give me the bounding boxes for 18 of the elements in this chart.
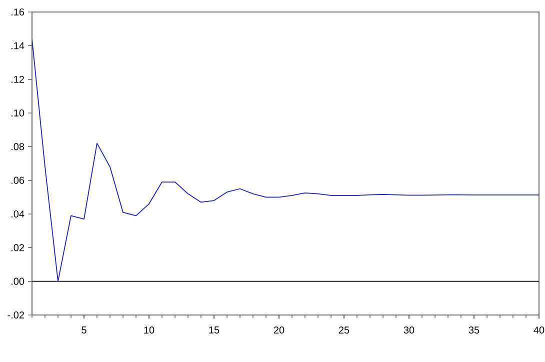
x-tick-label: 35 <box>468 326 480 334</box>
x-tick-label: 20 <box>274 326 284 334</box>
x-tick-label: 30 <box>404 326 414 334</box>
y-tick-label: .16 <box>12 8 24 16</box>
y-tick-label: .02 <box>12 244 24 252</box>
y-tick-label: .10 <box>12 109 24 117</box>
y-tick-label: .14 <box>12 42 24 50</box>
y-tick-label: .06 <box>12 176 24 184</box>
x-tick-label: 5 <box>82 326 86 334</box>
x-tick-label: 40 <box>534 326 544 334</box>
y-tick-label: -.02 <box>8 311 24 319</box>
x-tick-label: 25 <box>338 326 350 334</box>
y-tick-label: .04 <box>12 210 24 218</box>
y-tick-label: .12 <box>12 76 24 83</box>
y-tick-label: .00 <box>12 278 24 285</box>
y-tick-label: .08 <box>12 143 24 150</box>
x-tick-label: 15 <box>209 326 220 334</box>
x-tick-label: 10 <box>144 326 154 334</box>
